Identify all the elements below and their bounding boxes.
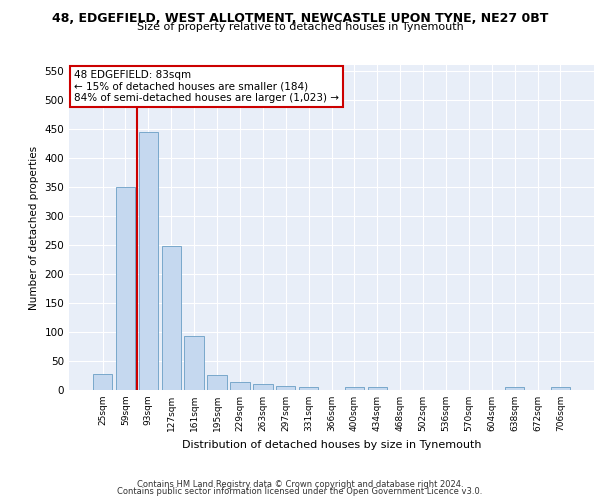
Text: Contains HM Land Registry data © Crown copyright and database right 2024.: Contains HM Land Registry data © Crown c… — [137, 480, 463, 489]
Bar — [299, 386, 319, 390]
Bar — [93, 374, 112, 390]
Bar — [116, 187, 135, 390]
X-axis label: Distribution of detached houses by size in Tynemouth: Distribution of detached houses by size … — [182, 440, 481, 450]
Bar — [368, 387, 387, 390]
Text: Size of property relative to detached houses in Tynemouth: Size of property relative to detached ho… — [137, 22, 463, 32]
Bar — [184, 336, 204, 390]
Bar — [505, 387, 524, 390]
Bar — [344, 386, 364, 390]
Bar — [139, 132, 158, 390]
Bar — [276, 386, 295, 390]
Bar — [208, 376, 227, 390]
Text: Contains public sector information licensed under the Open Government Licence v3: Contains public sector information licen… — [118, 488, 482, 496]
Bar — [551, 387, 570, 390]
Bar — [161, 246, 181, 390]
Text: 48 EDGEFIELD: 83sqm
← 15% of detached houses are smaller (184)
84% of semi-detac: 48 EDGEFIELD: 83sqm ← 15% of detached ho… — [74, 70, 339, 103]
Bar — [230, 382, 250, 390]
Y-axis label: Number of detached properties: Number of detached properties — [29, 146, 39, 310]
Bar — [253, 384, 272, 390]
Text: 48, EDGEFIELD, WEST ALLOTMENT, NEWCASTLE UPON TYNE, NE27 0BT: 48, EDGEFIELD, WEST ALLOTMENT, NEWCASTLE… — [52, 12, 548, 26]
